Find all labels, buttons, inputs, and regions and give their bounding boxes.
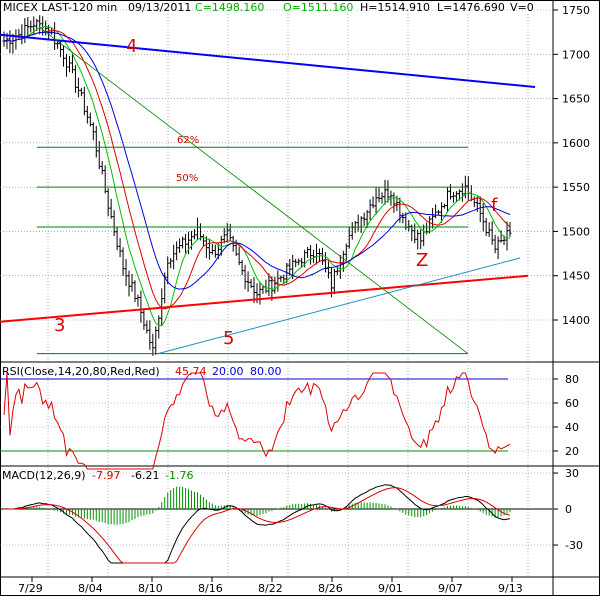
rsi-value: 45.74 (175, 365, 207, 378)
wave-label-4: 4 (126, 36, 137, 57)
high-text: H=1514.910 (360, 1, 430, 14)
macd-header: MACD(12,26,9) -7.97 -6.21 -1.76 (2, 469, 193, 482)
wave-label-z: Z (416, 250, 428, 271)
macd-value: -7.97 (92, 469, 120, 482)
macd-tick-label: -30 (565, 539, 583, 552)
wave-label-3: 3 (54, 315, 65, 336)
rsi-label: RSI(Close,14,20,80,Red,Red) (2, 365, 160, 378)
overlay-layer (0, 27, 536, 355)
y-tick-label: 1400 (562, 314, 590, 327)
rsi-tick-label: 80 (565, 373, 579, 386)
symbol-text: MICEX LAST-120 min (3, 1, 117, 14)
rsi-lower: 20.00 (212, 365, 244, 378)
x-tick-label: 8/26 (318, 582, 343, 595)
fib-50-label: 50% (176, 173, 198, 184)
y-tick-label: 1500 (562, 225, 590, 238)
x-tick-label: 8/22 (258, 582, 283, 595)
y-tick-label: 1650 (562, 93, 590, 106)
ma-mid-line (3, 29, 511, 310)
price-layer (2, 15, 512, 356)
trendline-5 (157, 257, 521, 355)
date-text: 09/13/2011 (128, 1, 191, 14)
y-tick-label: 1700 (562, 48, 590, 61)
x-tick-label: 9/01 (378, 582, 403, 595)
macd-tick-label: 30 (565, 467, 579, 480)
trendline-3 (0, 274, 529, 323)
macd-signal-line (4, 487, 511, 564)
rsi-tick-label: 20 (565, 445, 579, 458)
y-tick-label: 1550 (562, 181, 590, 194)
wave-label-f: f (491, 195, 498, 216)
y-tick-label: 1600 (562, 137, 590, 150)
price-header: MICEX LAST-120 min 09/13/2011 C=1498.160… (3, 1, 534, 14)
rsi-tick-label: 40 (565, 421, 579, 434)
y-tick-label: 1450 (562, 270, 590, 283)
macd-hist-value: -1.76 (165, 469, 193, 482)
macd-signal-value: -6.21 (131, 469, 159, 482)
x-tick-label: 7/29 (18, 582, 43, 595)
trendline-4 (0, 33, 536, 89)
x-tick-label: 9/13 (498, 582, 523, 595)
x-tick-label: 8/16 (198, 582, 223, 595)
ma-slow-line (3, 31, 511, 290)
rsi-header: RSI(Close,14,20,80,Red,Red) 45.74 20.00 … (2, 365, 282, 378)
x-tick-label: 9/07 (438, 582, 463, 595)
fib-62-label: 62% (177, 135, 199, 146)
rsi-upper: 80.00 (250, 365, 282, 378)
wave-label-5: 5 (223, 328, 234, 349)
ma-fast-line (3, 25, 511, 327)
low-text: L=1476.690 (437, 1, 505, 14)
macd-layer (0, 484, 552, 564)
x-tick-label: 8/10 (138, 582, 163, 595)
macd-label: MACD(12,26,9) (2, 469, 86, 482)
rsi-line (3, 372, 511, 470)
macd-line (3, 484, 511, 564)
close-text: C=1498.160 (195, 1, 264, 14)
grid-layer (0, 9, 552, 577)
x-tick-label: 8/04 (78, 582, 103, 595)
y-tick-label: 1750 (562, 4, 590, 17)
macd-tick-label: 0 (565, 503, 572, 516)
rsi-tick-label: 60 (565, 397, 579, 410)
volume-text: V=0 (510, 1, 534, 14)
axis-layer: 1750170016501600155015001450140080604020… (18, 4, 590, 595)
rsi-layer (0, 372, 511, 470)
open-text: O=1511.160 (283, 1, 353, 14)
trendline-green (39, 27, 469, 354)
